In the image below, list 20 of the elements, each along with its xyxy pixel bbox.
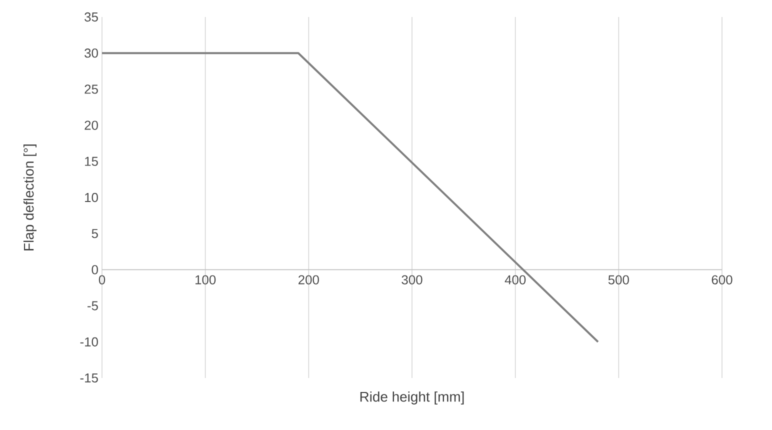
y-tick-label: -10 — [80, 337, 98, 346]
x-tick-label: 500 — [608, 275, 629, 284]
x-axis-title: Ride height [mm] — [360, 391, 464, 404]
x-tick-label: 100 — [196, 275, 216, 284]
x-tick-label: 600 — [712, 275, 732, 284]
y-tick-label: 35 — [84, 12, 98, 22]
x-tick-label: 400 — [504, 275, 526, 284]
y-axis-title: Flap deflection [°] — [23, 144, 36, 250]
y-tick-label: 30 — [84, 48, 98, 58]
y-tick-label: -5 — [88, 301, 98, 310]
y-tick-label: 15 — [85, 156, 98, 166]
x-tick-label: 300 — [402, 275, 422, 284]
y-tick-label: -15 — [80, 373, 98, 383]
y-tick-label: 20 — [84, 120, 98, 130]
x-tick-label: 200 — [298, 275, 319, 284]
y-tick-label: 10 — [85, 192, 98, 202]
y-tick-label: 0 — [92, 265, 98, 274]
x-tick-label: 0 — [98, 275, 106, 284]
y-tick-label: 25 — [84, 84, 98, 94]
y-tick-label: 5 — [92, 229, 98, 238]
